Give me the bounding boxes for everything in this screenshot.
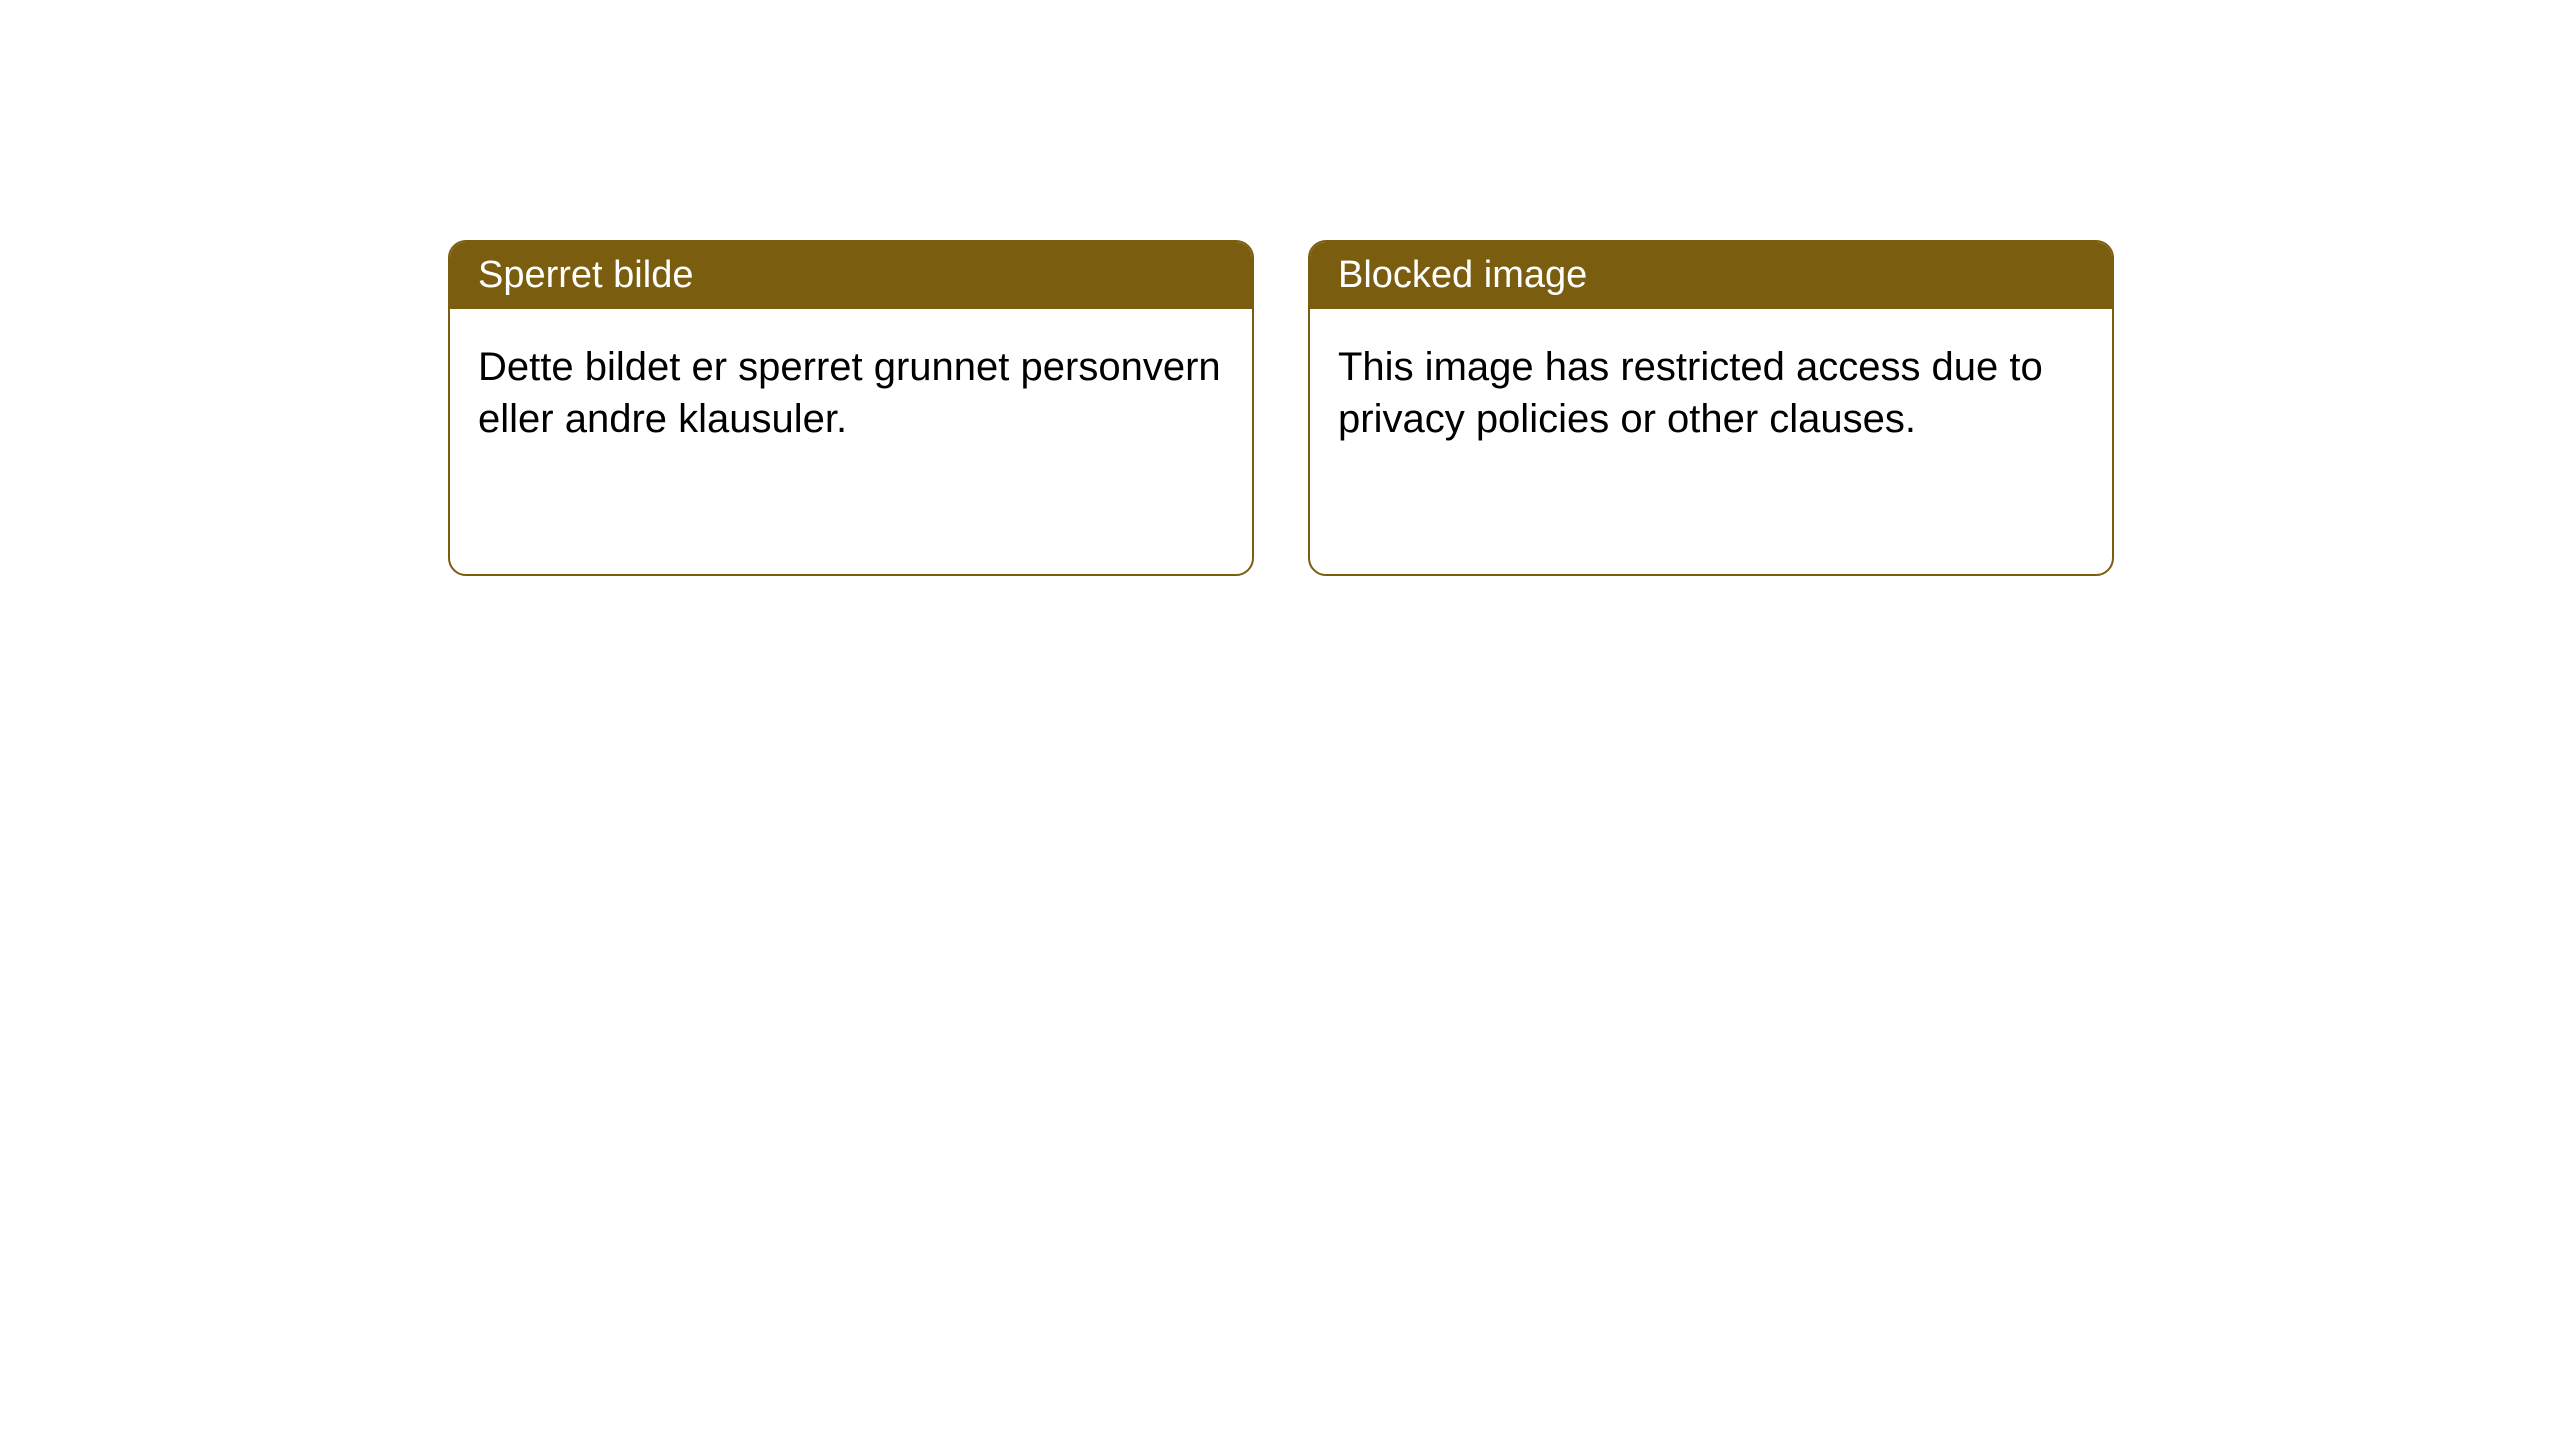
card-title: Blocked image [1338,254,1587,296]
card-body-text: Dette bildet er sperret grunnet personve… [478,345,1221,441]
notice-card-english: Blocked image This image has restricted … [1308,240,2114,576]
card-header: Blocked image [1310,242,2112,309]
card-body: This image has restricted access due to … [1310,309,2112,477]
card-title: Sperret bilde [478,254,693,296]
notice-cards-container: Sperret bilde Dette bildet er sperret gr… [448,240,2560,576]
card-body: Dette bildet er sperret grunnet personve… [450,309,1252,477]
notice-card-norwegian: Sperret bilde Dette bildet er sperret gr… [448,240,1254,576]
card-header: Sperret bilde [450,242,1252,309]
card-body-text: This image has restricted access due to … [1338,345,2043,441]
